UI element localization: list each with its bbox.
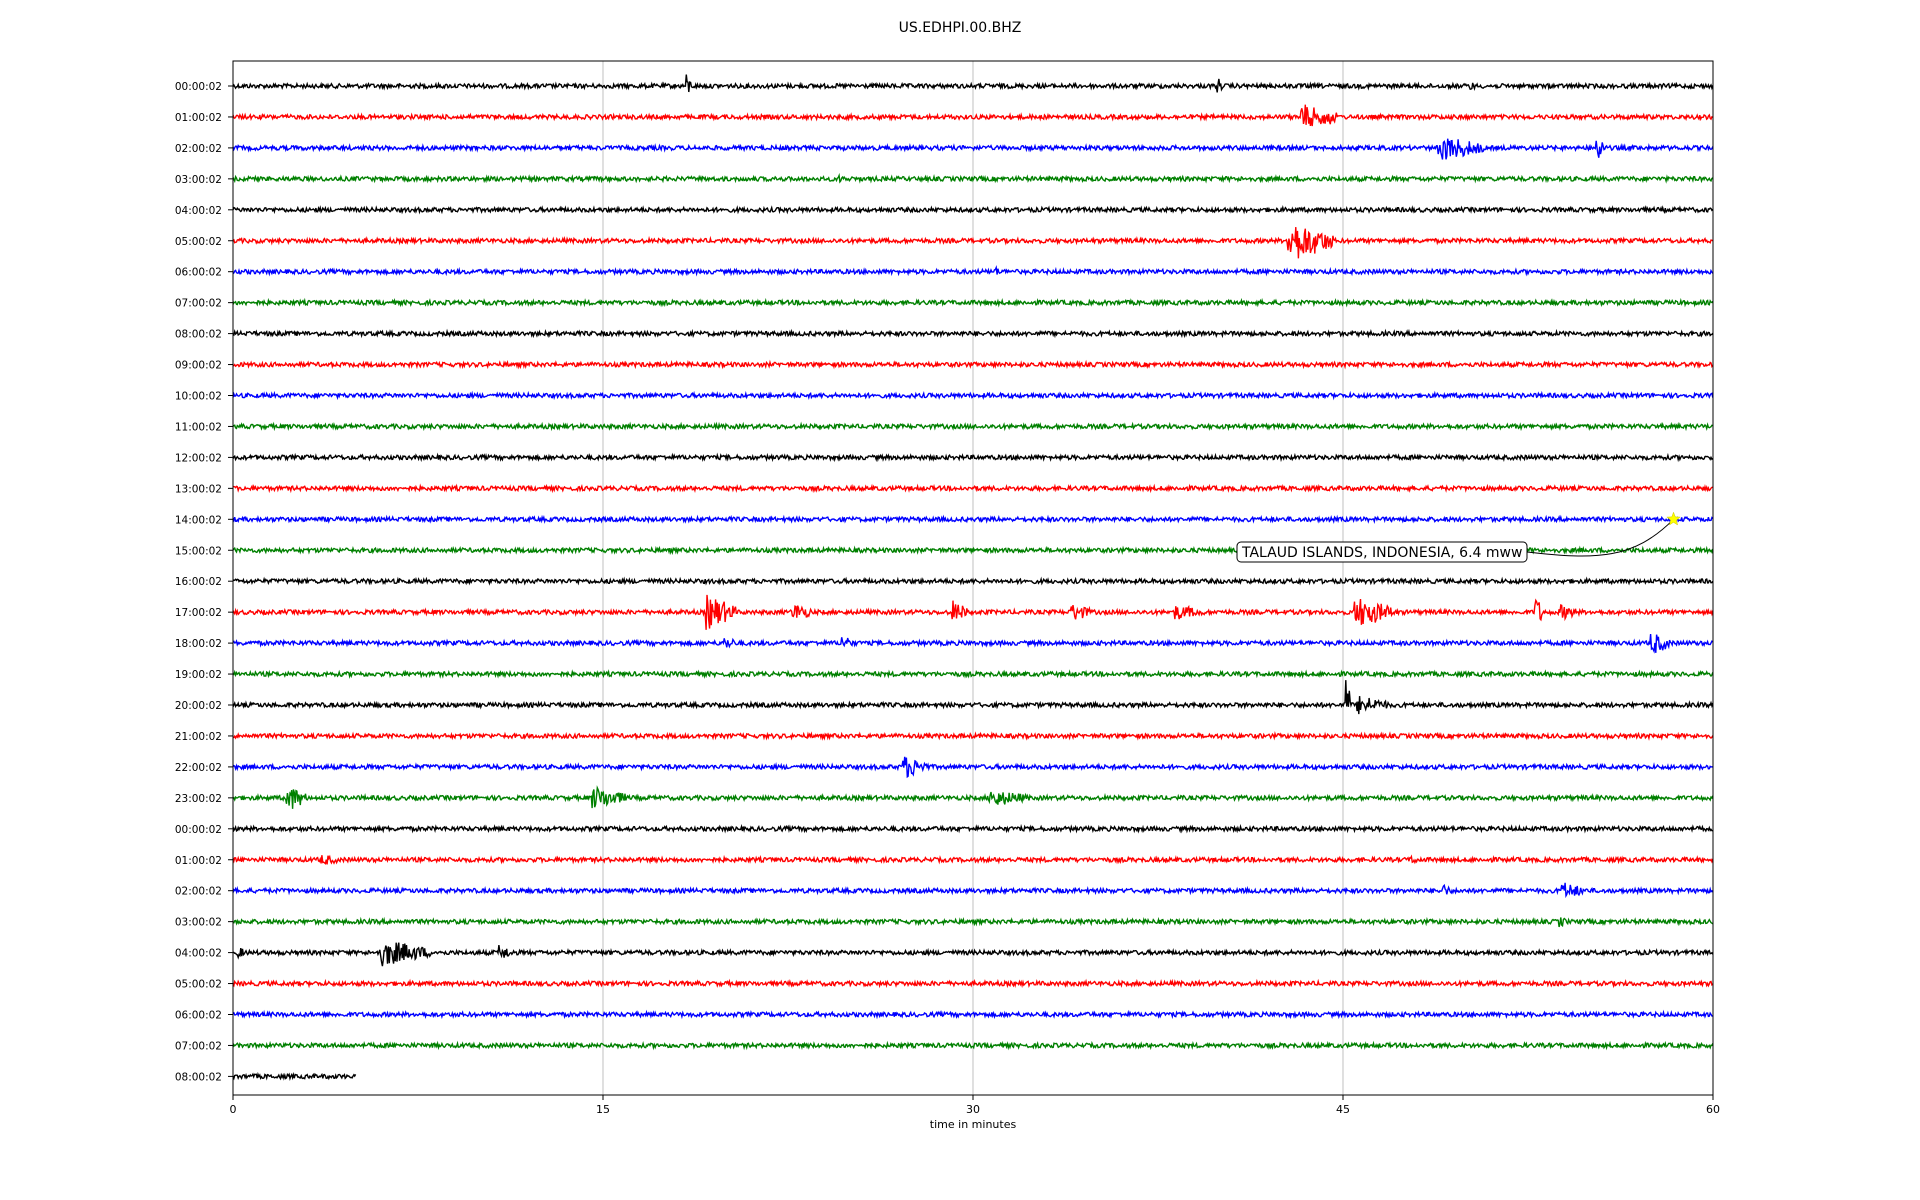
row-label: 12:00:02 bbox=[175, 452, 222, 464]
trace-row bbox=[232, 785, 1714, 809]
trace-row bbox=[232, 1071, 357, 1082]
row-label: 00:00:02 bbox=[175, 81, 222, 93]
trace-row bbox=[232, 633, 1714, 654]
trace-row bbox=[232, 942, 1714, 967]
chart-title: US.EDHPI.00.BHZ bbox=[898, 20, 1022, 36]
row-label: 01:00:02 bbox=[175, 855, 222, 867]
event-star-icon bbox=[1666, 511, 1681, 526]
row-label: 02:00:02 bbox=[175, 143, 222, 155]
row-label: 10:00:02 bbox=[175, 391, 222, 403]
row-label: 08:00:02 bbox=[175, 1071, 222, 1083]
trace-row bbox=[232, 205, 1714, 215]
row-label: 21:00:02 bbox=[175, 731, 222, 743]
row-label: 05:00:02 bbox=[175, 236, 222, 248]
trace-row bbox=[232, 74, 1714, 93]
trace-row bbox=[232, 854, 1714, 865]
row-label: 07:00:02 bbox=[175, 298, 222, 310]
x-tick-label: 60 bbox=[1706, 1103, 1720, 1116]
row-label: 00:00:02 bbox=[175, 824, 222, 836]
x-tick-label: 15 bbox=[596, 1103, 610, 1116]
row-label: 20:00:02 bbox=[175, 700, 222, 712]
trace-row bbox=[232, 328, 1714, 339]
trace-row bbox=[232, 882, 1714, 899]
trace-row bbox=[232, 483, 1713, 494]
row-label: 13:00:02 bbox=[175, 483, 222, 495]
row-label: 04:00:02 bbox=[175, 948, 222, 960]
row-label: 11:00:02 bbox=[175, 421, 222, 433]
row-label: 15:00:02 bbox=[175, 545, 222, 557]
row-label: 14:00:02 bbox=[175, 514, 222, 526]
row-label: 18:00:02 bbox=[175, 638, 222, 650]
x-tick-label: 30 bbox=[966, 1103, 980, 1116]
annotation-arrow bbox=[1526, 518, 1674, 557]
row-label: 07:00:02 bbox=[175, 1040, 222, 1052]
row-label: 08:00:02 bbox=[175, 329, 222, 341]
trace-row bbox=[232, 297, 1714, 308]
annotation-text: TALAUD ISLANDS, INDONESIA, 6.4 mww bbox=[1241, 545, 1522, 561]
row-label: 02:00:02 bbox=[175, 886, 222, 898]
row-label: 09:00:02 bbox=[175, 360, 222, 372]
trace-row bbox=[232, 359, 1714, 370]
row-label: 23:00:02 bbox=[175, 793, 222, 805]
trace-row bbox=[232, 421, 1714, 432]
x-tick-label: 45 bbox=[1336, 1103, 1350, 1116]
trace-row bbox=[232, 680, 1714, 715]
trace-row bbox=[232, 264, 1714, 277]
trace-row bbox=[232, 172, 1714, 184]
row-label: 05:00:02 bbox=[175, 979, 222, 991]
row-label: 04:00:02 bbox=[175, 205, 222, 217]
trace-row bbox=[232, 731, 1714, 741]
trace-row bbox=[232, 1009, 1713, 1020]
trace-row bbox=[232, 1040, 1714, 1051]
row-label: 03:00:02 bbox=[175, 174, 222, 186]
trace-row bbox=[232, 390, 1714, 401]
trace-row bbox=[232, 916, 1714, 928]
row-label: 06:00:02 bbox=[175, 267, 222, 279]
trace-row bbox=[232, 669, 1714, 679]
trace-row bbox=[232, 227, 1714, 259]
x-tick-label: 0 bbox=[230, 1103, 237, 1116]
trace-row bbox=[232, 514, 1714, 525]
row-label: 03:00:02 bbox=[175, 917, 222, 929]
row-label: 06:00:02 bbox=[175, 1010, 222, 1022]
row-label: 17:00:02 bbox=[175, 607, 222, 619]
trace-row bbox=[232, 756, 1714, 779]
trace-row bbox=[232, 594, 1714, 630]
row-label: 16:00:02 bbox=[175, 576, 222, 588]
annotation-box bbox=[1236, 541, 1528, 563]
row-label: 22:00:02 bbox=[175, 762, 222, 774]
trace-row bbox=[232, 104, 1714, 127]
row-label: 01:00:02 bbox=[175, 112, 222, 124]
trace-row bbox=[232, 138, 1714, 160]
row-label: 19:00:02 bbox=[175, 669, 222, 681]
trace-row bbox=[232, 823, 1713, 834]
x-axis-label: time in minutes bbox=[930, 1118, 1017, 1131]
trace-row bbox=[232, 576, 1714, 586]
trace-row bbox=[232, 452, 1714, 463]
trace-row bbox=[232, 978, 1714, 989]
